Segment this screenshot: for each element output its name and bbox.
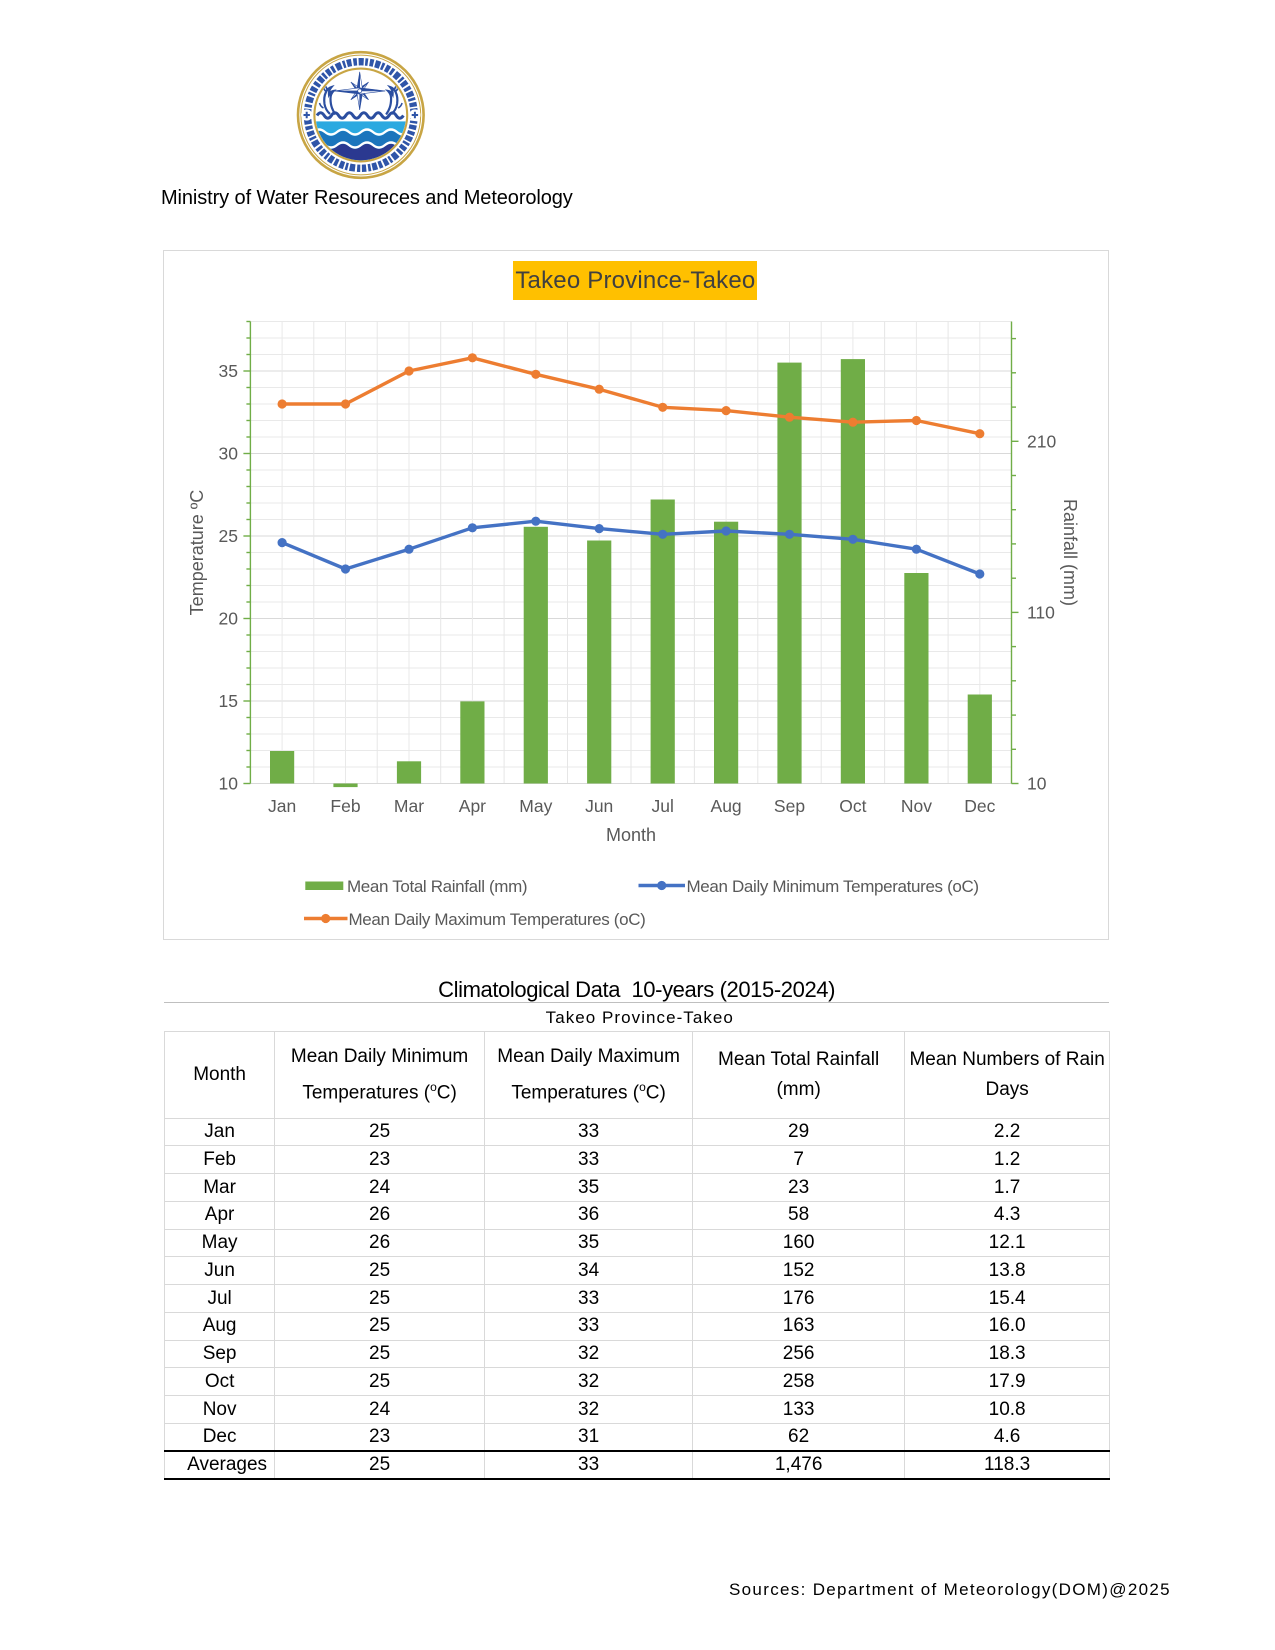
svg-text:Jan: Jan [268, 796, 296, 816]
svg-text:Dec: Dec [964, 796, 995, 816]
svg-text:Mar: Mar [394, 796, 424, 816]
svg-text:Nov: Nov [901, 796, 932, 816]
svg-text:35: 35 [219, 361, 238, 381]
svg-text:Aug: Aug [711, 796, 742, 816]
svg-text:210: 210 [1027, 431, 1056, 451]
svg-text:Feb: Feb [330, 796, 360, 816]
svg-text:20: 20 [219, 609, 239, 629]
svg-text:May: May [519, 796, 552, 816]
svg-text:Mean Total Rainfall (mm): Mean Total Rainfall (mm) [347, 877, 527, 896]
svg-text:Jul: Jul [652, 796, 674, 816]
svg-text:25: 25 [219, 526, 238, 546]
svg-text:30: 30 [219, 444, 239, 464]
svg-text:Sep: Sep [774, 796, 805, 816]
svg-text:10: 10 [1027, 774, 1047, 794]
svg-text:Oct: Oct [839, 796, 866, 816]
svg-text:Mean Daily Maximum Temperature: Mean Daily Maximum Temperatures (oC) [349, 910, 646, 929]
svg-text:Apr: Apr [459, 796, 486, 816]
svg-text:110: 110 [1027, 602, 1055, 622]
svg-text:Month: Month [606, 825, 656, 845]
svg-text:10: 10 [219, 774, 239, 794]
svg-text:Rainfall (mm): Rainfall (mm) [1060, 499, 1080, 606]
svg-text:Jun: Jun [585, 796, 613, 816]
svg-text:15: 15 [219, 691, 238, 711]
svg-text:Temperature ºC: Temperature ºC [187, 490, 207, 616]
svg-text:Mean Daily Minimum Temperature: Mean Daily Minimum Temperatures (oC) [687, 877, 979, 896]
